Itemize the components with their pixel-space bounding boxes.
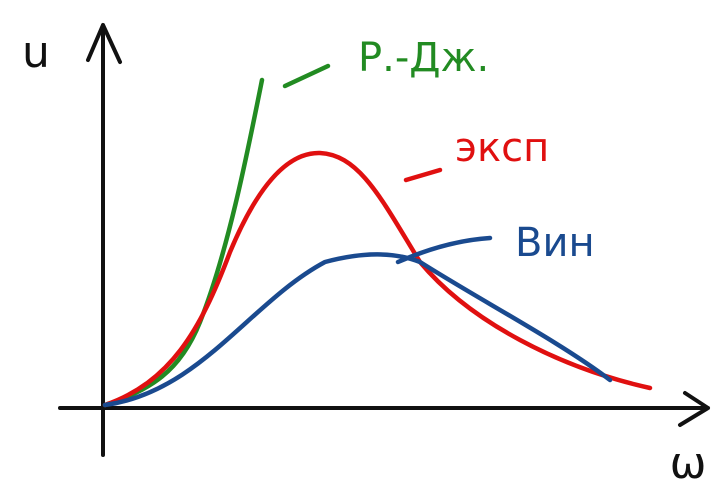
y-axis-label: u [22, 27, 50, 78]
wien-curve [105, 254, 610, 405]
label-dash [285, 66, 328, 86]
curve-label: Вин [515, 220, 595, 266]
rayleigh-jeans-curve [105, 80, 262, 405]
page: {"axes": {"y_label": "u", "x_label": "ω"… [0, 0, 714, 491]
x-axis [60, 393, 708, 425]
y-axis [88, 25, 120, 455]
experiment-curve [105, 153, 650, 405]
curve-label: Р.-Дж. [358, 35, 489, 81]
sketch: u ω Р.-Дж. эксп Вин [0, 0, 714, 491]
x-axis-label: ω [670, 438, 707, 489]
label-dash [406, 170, 440, 180]
curve-label: эксп [455, 125, 549, 171]
